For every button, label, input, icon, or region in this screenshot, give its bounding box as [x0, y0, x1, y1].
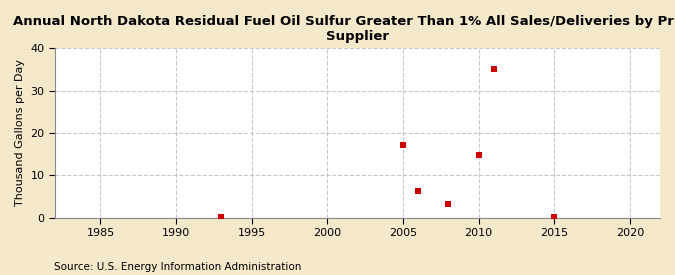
Point [216, 214, 227, 219]
Y-axis label: Thousand Gallons per Day: Thousand Gallons per Day [15, 59, 25, 207]
Point [398, 143, 408, 147]
Point [549, 214, 560, 219]
Title: Annual North Dakota Residual Fuel Oil Sulfur Greater Than 1% All Sales/Deliverie: Annual North Dakota Residual Fuel Oil Su… [14, 15, 675, 43]
Text: Source: U.S. Energy Information Administration: Source: U.S. Energy Information Administ… [54, 262, 301, 272]
Point [412, 189, 423, 194]
Point [443, 202, 454, 207]
Point [488, 67, 499, 72]
Point [473, 152, 484, 157]
